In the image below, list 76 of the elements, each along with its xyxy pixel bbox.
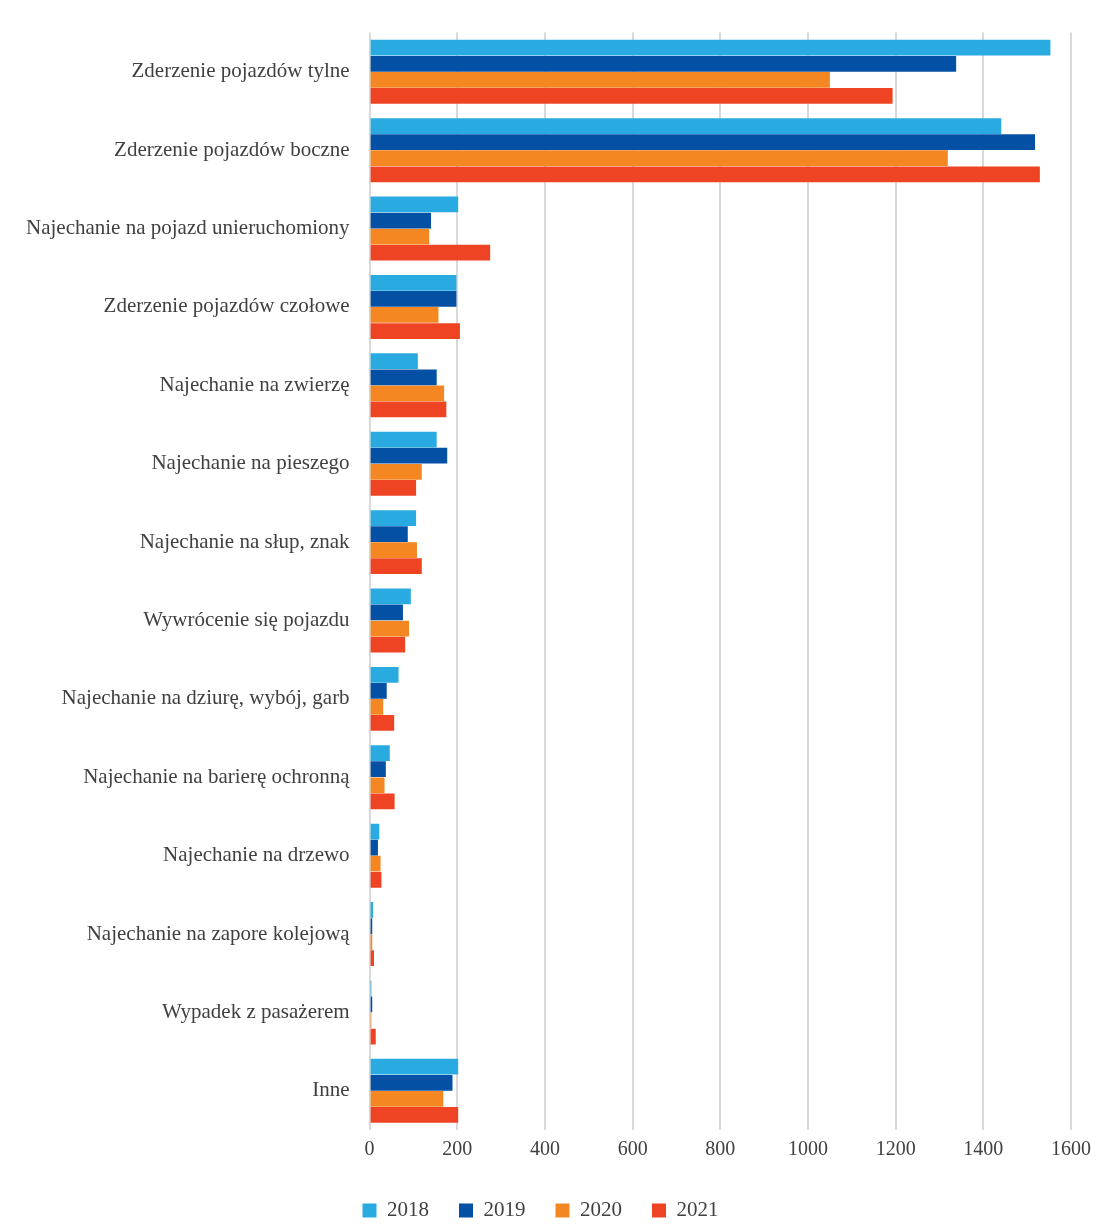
bar (370, 588, 411, 605)
bar (370, 150, 948, 167)
bar (370, 950, 375, 967)
y-tick-label: Najechanie na pieszego (151, 450, 350, 475)
bar (370, 118, 1002, 134)
bar (370, 431, 437, 448)
bar (370, 479, 417, 496)
y-tick-label: Najechanie na zapore kolejową (86, 920, 351, 945)
bar (370, 166, 1040, 183)
bar (370, 1074, 453, 1091)
bar (370, 604, 403, 621)
x-tick-label: 1200 (875, 1137, 916, 1160)
bar (370, 715, 395, 731)
legend-label: 2020 (580, 1197, 622, 1222)
x-tick-label: 0 (364, 1137, 375, 1160)
x-tick-label: 1600 (1051, 1137, 1091, 1160)
bar (370, 88, 893, 104)
bar (370, 323, 460, 339)
legend-label: 2021 (676, 1197, 719, 1222)
x-tick-label: 1400 (963, 1137, 1004, 1160)
bar (370, 55, 957, 72)
y-tick-label: Inne (312, 1077, 350, 1102)
bar (370, 1090, 444, 1107)
bar (370, 291, 457, 307)
bar (370, 526, 408, 542)
bar (370, 1028, 376, 1045)
bar (370, 401, 447, 418)
bar (370, 855, 381, 872)
bar (370, 39, 1051, 56)
bar (370, 745, 390, 762)
bar (370, 871, 382, 888)
x-tick-label: 800 (705, 1137, 736, 1160)
legend-label: 2019 (483, 1197, 526, 1222)
y-tick-label: Najechanie na słup, znak (139, 528, 351, 553)
y-tick-label: Zderzenie pojazdów tylne (131, 58, 350, 83)
legend-label: 2018 (387, 1197, 429, 1222)
bar (370, 353, 418, 370)
bar (370, 777, 385, 794)
bar (370, 196, 459, 213)
x-tick-label: 1000 (787, 1137, 828, 1160)
y-tick-label: Zderzenie pojazdów boczne (114, 136, 350, 161)
bar (370, 274, 457, 291)
bar (370, 793, 395, 810)
bar (370, 558, 422, 575)
bar (370, 699, 384, 715)
y-tick-label: Najechanie na drzewo (163, 842, 350, 867)
bar (370, 212, 431, 229)
y-tick-label: Najechanie na zwierzę (159, 371, 350, 396)
bar (370, 228, 430, 245)
bar (370, 244, 491, 261)
x-tick-label: 600 (617, 1137, 648, 1160)
y-tick-label: Wywrócenie się pojazdu (143, 607, 351, 632)
bar (370, 620, 410, 637)
y-tick-label: Najechanie na dziurę, wybój, garb (61, 685, 350, 710)
bar (370, 134, 1036, 151)
bar (370, 463, 422, 480)
bar (370, 839, 378, 856)
y-tick-label: Wypadek z pasażerem (161, 998, 350, 1023)
bar (370, 71, 830, 88)
bar (370, 682, 387, 699)
bar (370, 1058, 459, 1075)
bar (370, 1107, 459, 1123)
bar (370, 510, 417, 526)
bar (370, 666, 399, 683)
y-tick-label: Najechanie na barierę ochronną (83, 763, 351, 788)
x-tick-label: 400 (529, 1137, 560, 1160)
x-tick-label: 200 (442, 1137, 473, 1160)
bar (370, 636, 406, 653)
bar (370, 761, 386, 778)
y-tick-label: Najechanie na pojazd unieruchomiony (26, 215, 351, 240)
bar (370, 542, 417, 559)
bar (370, 307, 439, 323)
bar (370, 385, 445, 402)
bar (370, 447, 448, 464)
bar (370, 369, 437, 386)
y-tick-label: Zderzenie pojazdów czołowe (103, 293, 350, 318)
